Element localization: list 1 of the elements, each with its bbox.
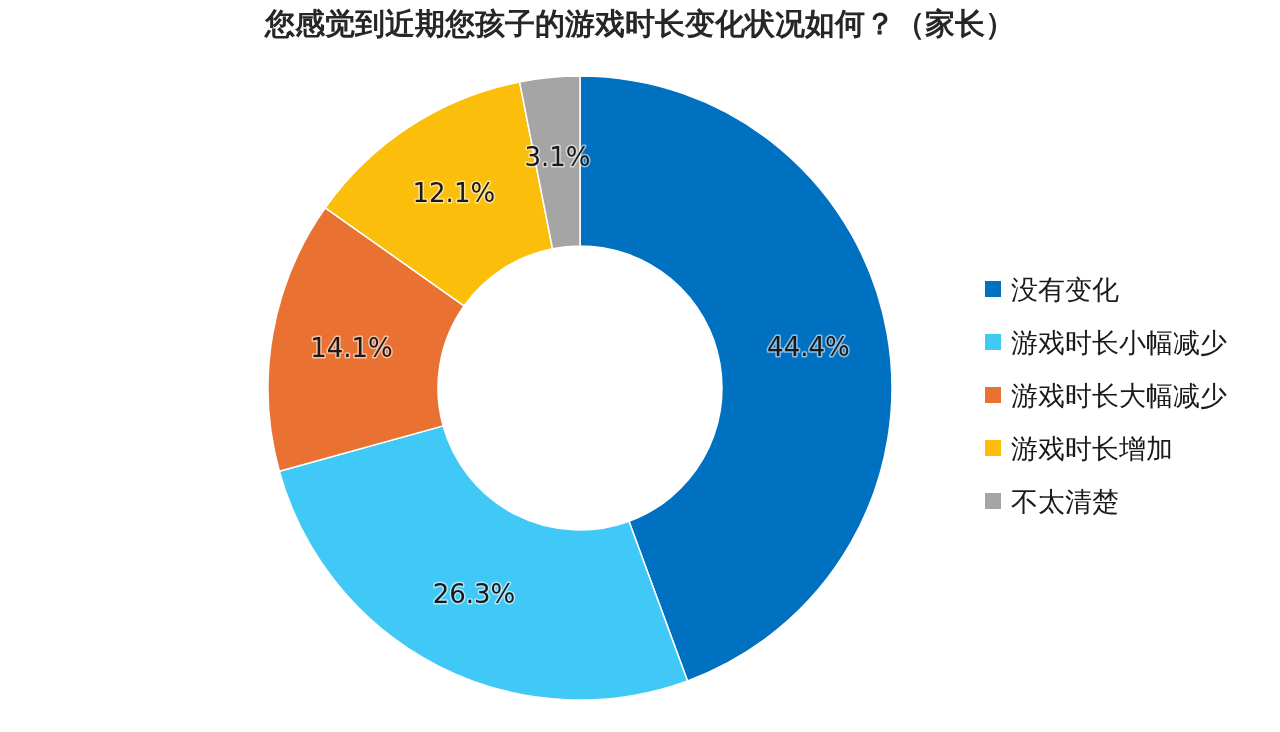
title: 您感觉到近期您孩子的游戏时长变化状况如何？（家长） bbox=[265, 6, 1015, 41]
